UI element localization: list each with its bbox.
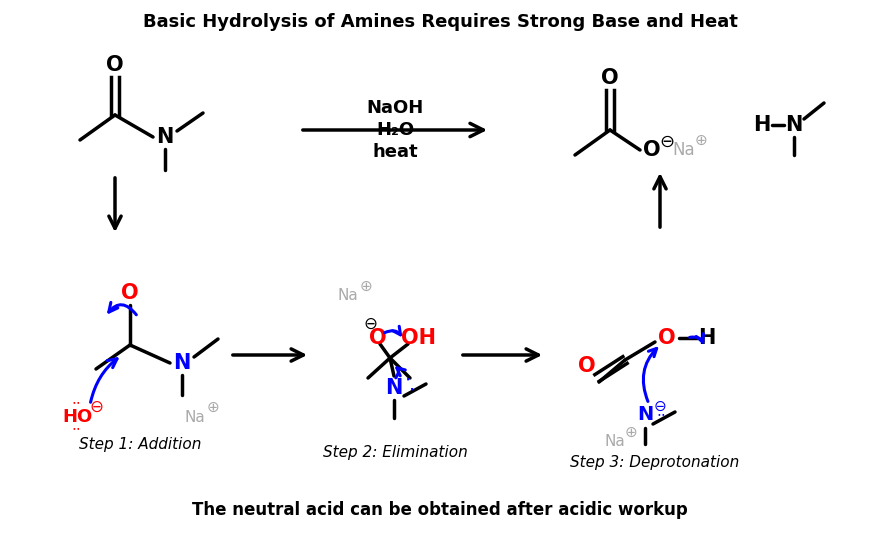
- Text: H: H: [753, 115, 771, 135]
- Text: ⋅⋅: ⋅⋅: [71, 395, 81, 410]
- Text: NaOH: NaOH: [366, 99, 423, 117]
- Text: heat: heat: [372, 143, 418, 161]
- Text: ⊖: ⊖: [654, 399, 666, 414]
- Text: ⋅⋅: ⋅⋅: [71, 421, 81, 436]
- Text: HO: HO: [62, 408, 93, 426]
- Text: N: N: [173, 353, 191, 373]
- Text: Na: Na: [185, 409, 205, 424]
- Text: N: N: [785, 115, 803, 135]
- Text: ⊕: ⊕: [207, 400, 219, 414]
- Text: Na: Na: [338, 288, 358, 303]
- Text: ⋅: ⋅: [409, 380, 415, 400]
- Text: ⊕: ⊕: [625, 424, 637, 440]
- Text: OH: OH: [400, 328, 436, 348]
- Text: Basic Hydrolysis of Amines Requires Strong Base and Heat: Basic Hydrolysis of Amines Requires Stro…: [143, 13, 737, 31]
- Text: O: O: [121, 283, 139, 303]
- Text: O: O: [643, 140, 661, 160]
- Text: O: O: [578, 356, 596, 376]
- Text: O: O: [658, 328, 676, 348]
- Text: ⋅⋅: ⋅⋅: [656, 407, 666, 422]
- Text: ⋅: ⋅: [405, 371, 411, 390]
- Text: ⊖: ⊖: [363, 315, 377, 333]
- Text: N: N: [385, 378, 403, 398]
- Text: O: O: [370, 328, 387, 348]
- Text: N: N: [637, 406, 653, 424]
- Text: O: O: [106, 55, 124, 75]
- Text: The neutral acid can be obtained after acidic workup: The neutral acid can be obtained after a…: [192, 501, 688, 519]
- Text: Step 1: Addition: Step 1: Addition: [79, 437, 202, 452]
- Text: ⊖: ⊖: [659, 133, 675, 151]
- Text: ⊕: ⊕: [694, 132, 708, 147]
- Text: Na: Na: [672, 141, 695, 159]
- Text: Na: Na: [605, 435, 626, 450]
- Text: Step 2: Elimination: Step 2: Elimination: [323, 445, 467, 461]
- Text: H₂O: H₂O: [376, 121, 414, 139]
- Text: ⊖: ⊖: [89, 398, 103, 416]
- Text: H: H: [699, 328, 715, 348]
- Text: ⊕: ⊕: [360, 279, 372, 294]
- Text: N: N: [157, 127, 173, 147]
- Text: Step 3: Deprotonation: Step 3: Deprotonation: [570, 456, 739, 471]
- Text: O: O: [601, 68, 619, 88]
